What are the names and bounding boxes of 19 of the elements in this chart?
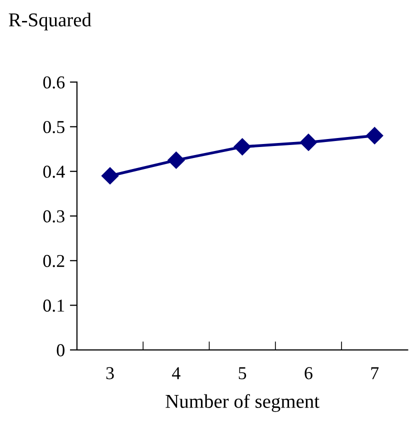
y-tick-label: 0.6: [43, 76, 65, 89]
x-axis-title: Number of segment: [166, 394, 320, 412]
point: [168, 152, 185, 169]
x-tick-label: 5: [238, 367, 246, 380]
point: [366, 127, 384, 144]
y-tick-label: 0.4: [43, 166, 65, 178]
x-tick-label: 6: [304, 367, 312, 380]
x-tick-label: 7: [371, 367, 379, 380]
y-tick-label: 0.3: [43, 210, 64, 223]
x-tick-label: 4: [172, 367, 180, 380]
point: [234, 138, 251, 156]
point: [300, 134, 318, 151]
y-tick-label: 0.1: [43, 300, 64, 312]
y-axis-title: R-Squared: [8, 12, 92, 30]
point: [101, 167, 119, 184]
x-tick-label: 3: [106, 367, 114, 380]
y-tick-label: 0.2: [43, 254, 64, 268]
y-tick-label: 0: [56, 344, 64, 356]
y-tick-label: 0.5: [43, 120, 64, 134]
